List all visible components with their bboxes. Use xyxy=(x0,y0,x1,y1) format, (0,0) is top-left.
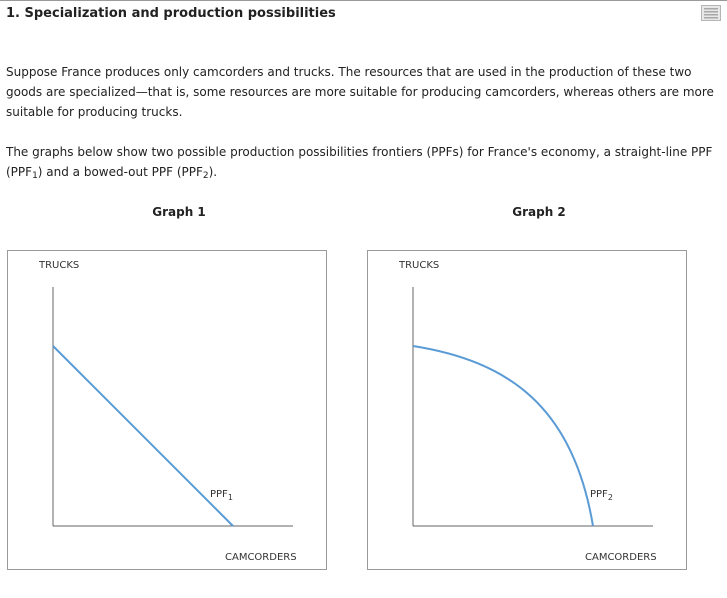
graph-2-ppf2-curve xyxy=(412,345,594,527)
graph-2-ppf2-label: PPF2 xyxy=(590,489,613,502)
ppf1-subscript: 1 xyxy=(32,171,38,181)
question-title: 1. Specialization and production possibi… xyxy=(6,6,336,21)
graphs-description-text-end: ). xyxy=(208,165,218,179)
graphs-description-text-middle: ) and a bowed-out PPF (PPF xyxy=(37,165,203,179)
notes-list-icon[interactable] xyxy=(701,5,721,21)
graph-1-ppf1-label: PPF1 xyxy=(210,489,233,502)
graph-1-title: Graph 1 xyxy=(152,205,206,219)
graph-1-svg: TRUCKS PPF1 CAMCORDERS xyxy=(38,260,297,563)
graphs-description-text: The graphs below show two possible produ… xyxy=(6,145,713,179)
graph-1-ppf1-line xyxy=(52,345,234,527)
graph-2-svg: TRUCKS PPF2 CAMCORDERS xyxy=(398,260,657,563)
intro-paragraph: Suppose France produces only camcorders … xyxy=(6,65,714,119)
graph-1-panel: TRUCKS PPF1 CAMCORDERS xyxy=(7,250,327,570)
graph-2-panel: TRUCKS PPF2 CAMCORDERS xyxy=(367,250,687,570)
ppf2-subscript: 2 xyxy=(202,171,209,181)
graph-1-y-axis-label: TRUCKS xyxy=(38,260,79,271)
graph-2-title: Graph 2 xyxy=(512,205,566,219)
top-divider xyxy=(0,0,727,1)
graph-2-y-axis-label: TRUCKS xyxy=(398,260,439,271)
graph-1-x-axis-label: CAMCORDERS xyxy=(225,552,297,563)
graphs-description-paragraph: The graphs below show two possible produ… xyxy=(6,142,718,182)
graph-2-x-axis-label: CAMCORDERS xyxy=(585,552,657,563)
